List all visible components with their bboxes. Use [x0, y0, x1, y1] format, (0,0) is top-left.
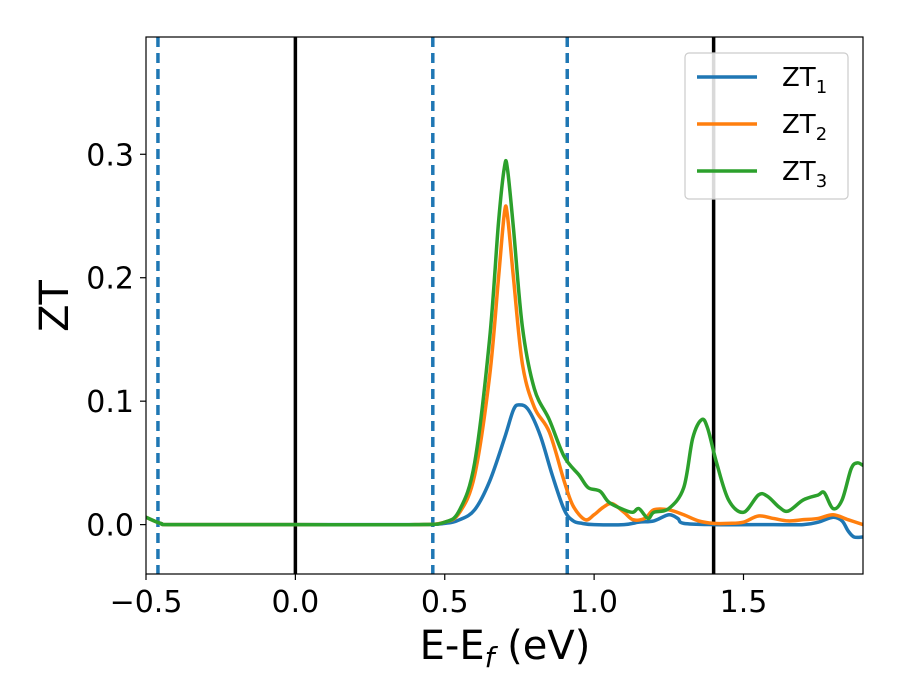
x-tick-label: 1.0: [570, 585, 618, 620]
series-line-zt3: [146, 158, 863, 527]
legend-label-zt2: ZT2: [782, 110, 827, 145]
x-axis-ticks: −0.5 0.0 0.5 1.0 1.5: [110, 574, 768, 620]
y-tick-label: 0.1: [86, 385, 134, 420]
y-axis-label: ZT: [32, 280, 78, 332]
x-axis-label: E-Ef (eV): [420, 623, 591, 674]
legend-box: [684, 52, 849, 200]
x-tick-label: 0.0: [272, 585, 320, 620]
y-axis-ticks: 0.0 0.1 0.2 0.3: [86, 138, 146, 544]
x-tick-label: 1.5: [720, 585, 768, 620]
legend-label-zt1: ZT1: [782, 63, 827, 98]
plot-frame: [145, 36, 864, 575]
y-tick-label: 0.3: [86, 138, 134, 173]
x-tick-label: −0.5: [110, 585, 183, 620]
y-tick-label: 0.2: [86, 262, 134, 297]
legend: ZT1 ZT2 ZT3: [684, 52, 849, 200]
legend-label-zt3: ZT3: [782, 157, 827, 192]
x-tick-label: 0.5: [421, 585, 469, 620]
series-line-zt2: [146, 204, 863, 527]
y-tick-label: 0.0: [86, 509, 134, 544]
vertical-reference-lines: [156, 37, 716, 574]
series-lines: [146, 158, 863, 540]
